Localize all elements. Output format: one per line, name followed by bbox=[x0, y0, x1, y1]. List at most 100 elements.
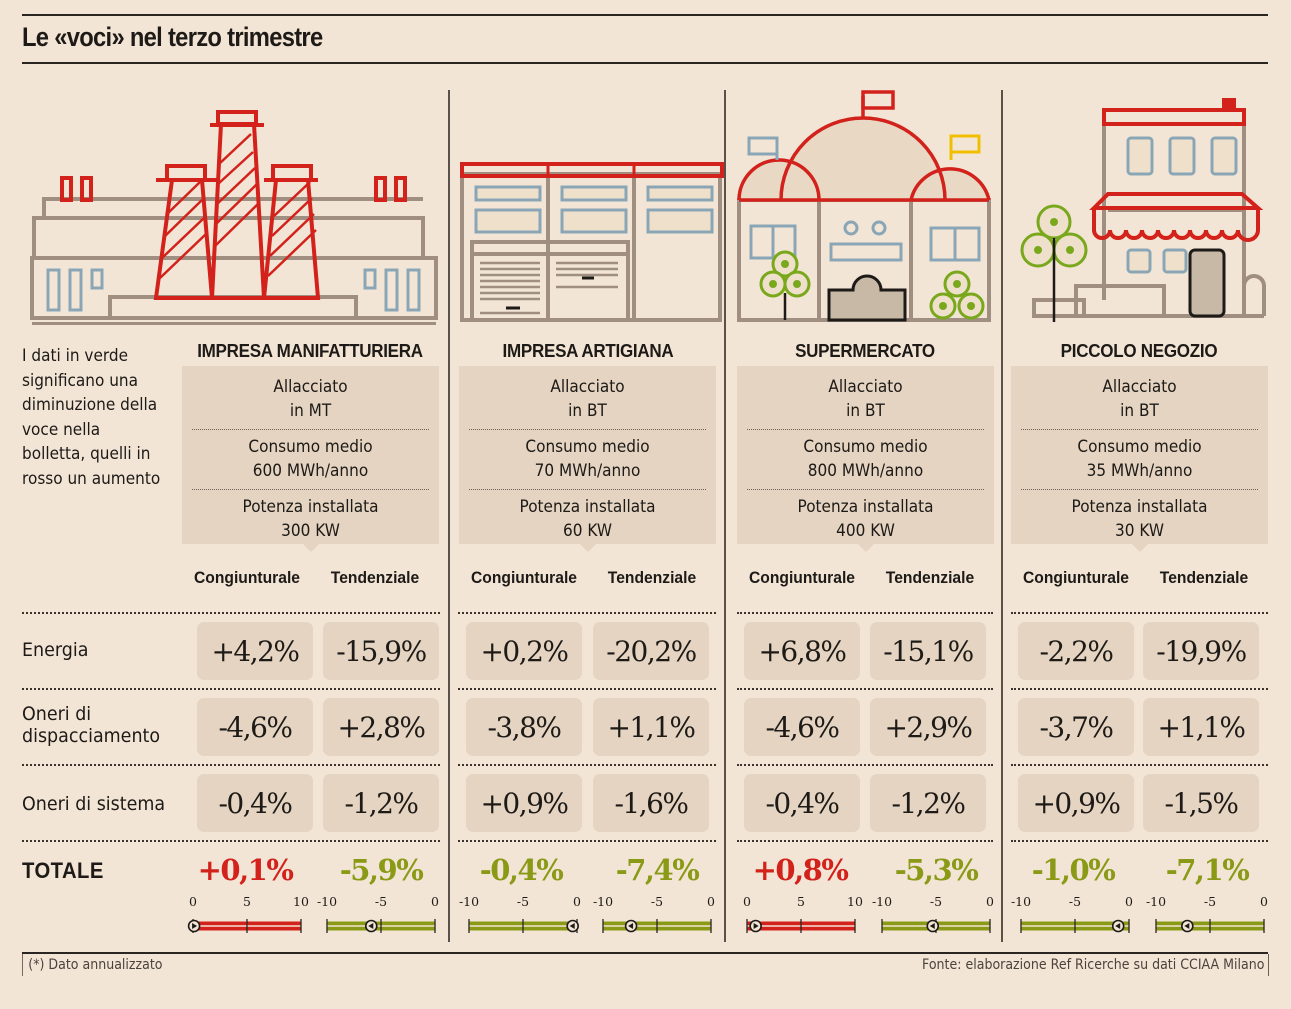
gauge-svg: -10 -5 0 bbox=[1011, 894, 1133, 933]
row-separator bbox=[22, 688, 440, 690]
row-label-energia: Energia bbox=[22, 639, 89, 661]
power-info: Potenza installata 400 KW bbox=[797, 497, 934, 541]
info-separator bbox=[469, 489, 706, 490]
value-cell: +1,1% bbox=[1143, 698, 1259, 756]
value-cell: +2,9% bbox=[870, 698, 986, 756]
info-separator bbox=[1021, 429, 1258, 430]
header-congiunturale: Congiunturale bbox=[1022, 568, 1130, 587]
gauge-tick-label: -10 bbox=[593, 894, 613, 909]
row-separator bbox=[1011, 612, 1268, 614]
row-separator bbox=[458, 612, 716, 614]
arrow-right-icon bbox=[753, 923, 759, 929]
value-cell: +0,9% bbox=[466, 774, 582, 832]
value-cell: -20,2% bbox=[593, 622, 709, 680]
total-value: -5,3% bbox=[894, 853, 979, 887]
info-box: Allacciato in BT Consumo medio 70 MWh/anno… bbox=[459, 366, 716, 552]
connection-info: Allacciato in BT bbox=[550, 377, 625, 421]
source-note: Fonte: elaborazione Ref Ricerche su dati… bbox=[884, 954, 1269, 976]
arrow-left-icon bbox=[929, 923, 935, 929]
title-rule bbox=[22, 62, 1268, 64]
gauge-tick-label: -5 bbox=[930, 894, 942, 909]
value-cell: -3,8% bbox=[466, 698, 582, 756]
value-cell: -4,6% bbox=[744, 698, 860, 756]
info-box: Allacciato in BT Consumo medio 800 MWh/ann… bbox=[737, 366, 994, 552]
consumption-info: Consumo medio 600 MWh/anno bbox=[248, 437, 373, 481]
info-pointer bbox=[1131, 544, 1148, 552]
legend-note: I dati in verde significano una diminuzi… bbox=[22, 346, 161, 489]
footnote: (*) Dato annualizzato bbox=[22, 954, 163, 976]
gauge-tick-label: -10 bbox=[459, 894, 479, 909]
gauge-tick-label: -10 bbox=[1146, 894, 1166, 909]
header-tendenziale: Tendenziale bbox=[1159, 568, 1249, 587]
gauge: 0 5 10 bbox=[743, 890, 863, 938]
gauge-svg: -10 -5 0 bbox=[872, 894, 994, 933]
row-separator bbox=[458, 764, 716, 766]
info-pointer bbox=[857, 544, 874, 552]
total-value: -0,4% bbox=[479, 853, 564, 887]
gauge-tick-label: -10 bbox=[872, 894, 892, 909]
gauge: -10 -5 0 bbox=[459, 890, 581, 938]
info-separator bbox=[469, 429, 706, 430]
arrow-right-icon bbox=[192, 923, 198, 929]
arrow-left-icon bbox=[368, 923, 374, 929]
value-cell: -1,2% bbox=[323, 774, 439, 832]
connection-info: Allacciato in BT bbox=[828, 377, 903, 421]
gauge-svg: -10 -5 0 bbox=[459, 894, 581, 933]
gauge-tick-label: 0 bbox=[573, 894, 581, 909]
power-info: Potenza installata 60 KW bbox=[519, 497, 656, 541]
gauge: -10 -5 0 bbox=[1146, 890, 1268, 938]
total-value: -5,9% bbox=[339, 853, 424, 887]
column-title: IMPRESA MANIFATTURIERA bbox=[197, 340, 423, 361]
value-cell: -15,1% bbox=[870, 622, 986, 680]
gauge-tick-label: 0 bbox=[986, 894, 994, 909]
gauge-tick-label: 0 bbox=[431, 894, 439, 909]
column-divider bbox=[1001, 90, 1003, 942]
row-label-sistema: Oneri di sistema bbox=[22, 793, 166, 815]
header-congiunturale: Congiunturale bbox=[193, 568, 301, 587]
gauge-tick-label: -5 bbox=[1069, 894, 1081, 909]
header-congiunturale: Congiunturale bbox=[470, 568, 578, 587]
gauge-svg: -10 -5 0 bbox=[593, 894, 715, 933]
total-value: +0,1% bbox=[197, 853, 294, 887]
value-cell: -0,4% bbox=[744, 774, 860, 832]
gauge-svg: -10 -5 0 bbox=[317, 894, 439, 933]
power-info: Potenza installata 30 KW bbox=[1071, 497, 1208, 541]
header-tendenziale: Tendenziale bbox=[330, 568, 420, 587]
value-cell: +0,9% bbox=[1018, 774, 1134, 832]
gauge-tick-label: 0 bbox=[189, 894, 197, 909]
gauge: -10 -5 0 bbox=[1011, 890, 1133, 938]
gauge-svg: 0 5 10 bbox=[187, 894, 309, 933]
row-separator bbox=[737, 688, 993, 690]
gauge-tick-label: -5 bbox=[375, 894, 387, 909]
gauge-tick-label: 10 bbox=[293, 894, 309, 909]
info-pointer bbox=[579, 544, 596, 552]
column-title: IMPRESA ARTIGIANA bbox=[502, 340, 674, 361]
total-value: -1,0% bbox=[1031, 853, 1116, 887]
value-cell: +2,8% bbox=[323, 698, 439, 756]
gauge-svg: 0 5 10 bbox=[743, 894, 863, 933]
row-separator bbox=[22, 612, 440, 614]
gauge-svg: -10 -5 0 bbox=[1146, 894, 1268, 933]
value-cell: +4,2% bbox=[197, 622, 313, 680]
info-separator bbox=[192, 489, 429, 490]
value-cell: -1,5% bbox=[1143, 774, 1259, 832]
power-info: Potenza installata 300 KW bbox=[242, 497, 379, 541]
gauge-tick-label: 0 bbox=[707, 894, 715, 909]
factory-icon bbox=[30, 110, 438, 325]
header-tendenziale: Tendenziale bbox=[885, 568, 975, 587]
gauge-tick-label: 10 bbox=[847, 894, 863, 909]
gauge-tick-label: -10 bbox=[1011, 894, 1031, 909]
row-separator bbox=[22, 764, 440, 766]
consumption-info: Consumo medio 35 MWh/anno bbox=[1077, 437, 1202, 481]
gauge-tick-label: -5 bbox=[1204, 894, 1216, 909]
row-separator bbox=[737, 612, 993, 614]
value-cell: -3,7% bbox=[1018, 698, 1134, 756]
info-separator bbox=[747, 429, 984, 430]
gauge-tick-label: 5 bbox=[797, 894, 805, 909]
total-value: -7,1% bbox=[1165, 853, 1250, 887]
row-separator bbox=[458, 840, 716, 842]
row-separator bbox=[1011, 840, 1268, 842]
gauge: -10 -5 0 bbox=[317, 890, 439, 938]
info-pointer bbox=[302, 544, 319, 552]
row-separator bbox=[1011, 764, 1268, 766]
